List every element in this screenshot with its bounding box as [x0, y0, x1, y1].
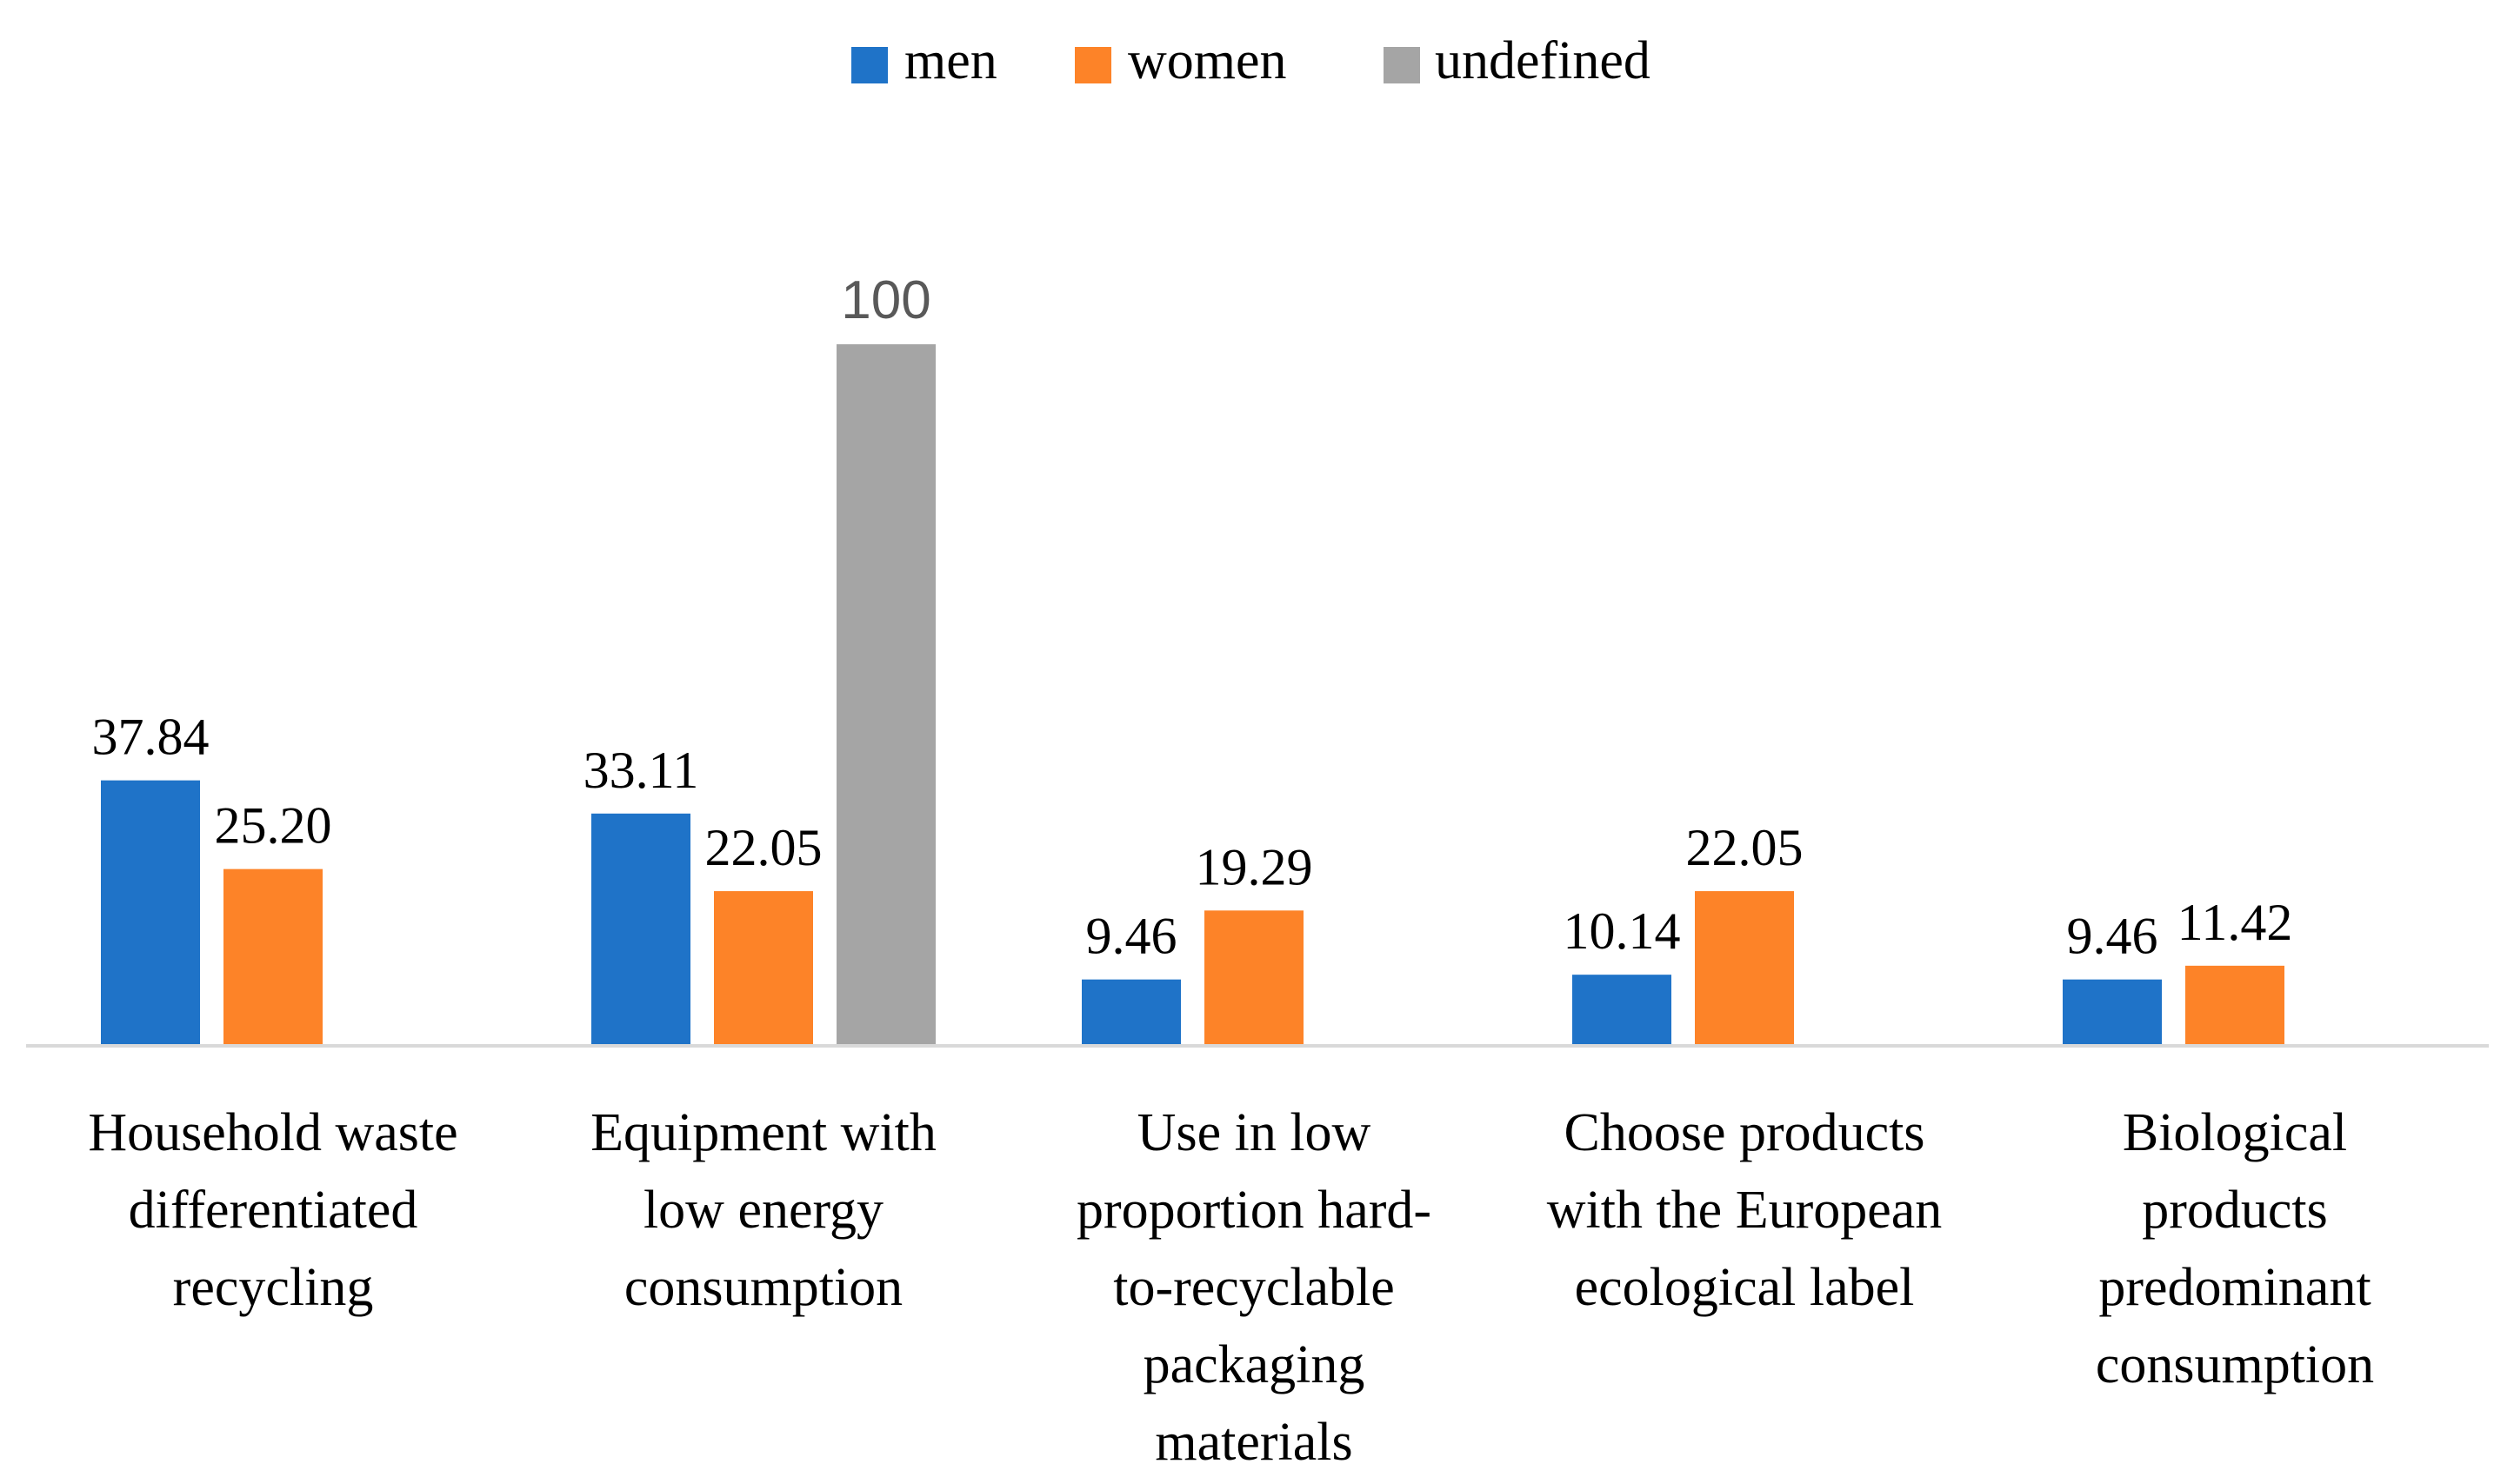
- bar-men-1: [101, 780, 200, 1046]
- legend-label-men: men: [904, 31, 997, 90]
- legend: men women undefined: [851, 31, 1650, 90]
- category-label-1: Household waste differentiated recycling: [88, 1103, 457, 1317]
- legend-label-women: women: [1128, 31, 1287, 90]
- bar-men-3: [1082, 979, 1181, 1046]
- data-label-men-5: 9.46: [2067, 908, 2158, 965]
- category-label-5: Biological products predominant consumption: [2096, 1103, 2374, 1394]
- bar-men-5: [2063, 979, 2162, 1046]
- data-label-women-4: 22.05: [1686, 819, 1804, 876]
- legend-swatch-men: [851, 47, 888, 83]
- legend-label-undefined: undefined: [1435, 31, 1650, 90]
- bar-women-4: [1695, 891, 1794, 1046]
- bar-women-1: [223, 868, 323, 1046]
- data-label-women-2: 22.05: [705, 819, 823, 876]
- data-label-women-5: 11.42: [2177, 894, 2293, 951]
- data-label-men-3: 9.46: [1086, 908, 1177, 965]
- data-label-undefined-2: 100: [841, 270, 930, 330]
- category-label-4: Choose products with the European ecologic…: [1547, 1103, 1943, 1317]
- data-label-women-1: 25.20: [215, 797, 332, 855]
- category-labels: Household waste differentiated recycling Eq…: [88, 1103, 2374, 1472]
- bar-men-2: [591, 813, 690, 1046]
- bar-men-4: [1572, 975, 1671, 1046]
- data-label-men-4: 10.14: [1564, 902, 1681, 960]
- bar-women-3: [1204, 910, 1304, 1046]
- data-label-men-2: 33.11: [583, 742, 699, 799]
- bar-undefined-2: [837, 344, 936, 1046]
- category-label-2: Equipment with low energy consumption: [590, 1103, 937, 1317]
- data-label-men-1: 37.84: [92, 709, 210, 766]
- bar-women-5: [2185, 965, 2284, 1046]
- bars: 37.8425.2033.1122.051009.4619.2910.1422.…: [92, 270, 2293, 1046]
- category-label-3: Use in low proportion hard-to-recyclable p…: [1077, 1103, 1431, 1472]
- legend-swatch-undefined: [1384, 47, 1420, 83]
- bar-women-2: [714, 891, 813, 1046]
- legend-swatch-women: [1075, 47, 1111, 83]
- data-label-women-3: 19.29: [1196, 838, 1313, 895]
